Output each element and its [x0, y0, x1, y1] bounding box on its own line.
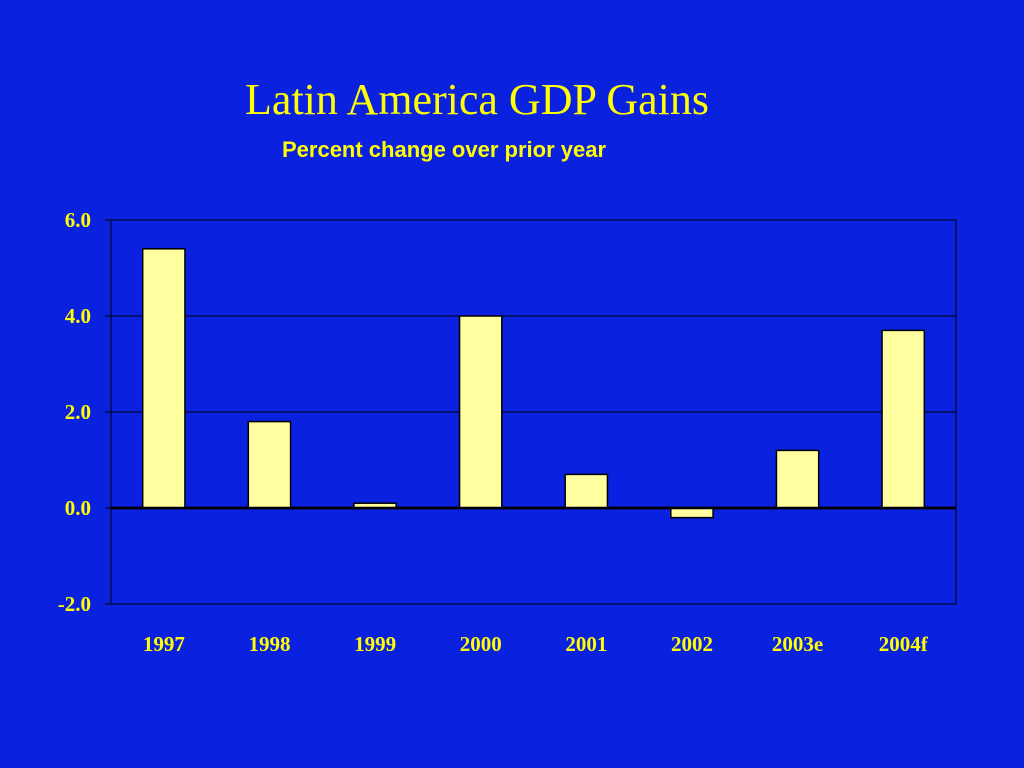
y-tick-label: 2.0 — [65, 400, 91, 424]
y-tick-label: -2.0 — [58, 592, 91, 616]
y-tick-label: 6.0 — [65, 208, 91, 232]
chart-title: Latin America GDP Gains — [245, 75, 709, 124]
x-tick-label: 2000 — [460, 632, 502, 656]
bar-1998 — [247, 420, 292, 509]
x-tick-label: 2002 — [671, 632, 713, 656]
x-tick-label: 2004f — [879, 632, 929, 656]
bar-2003e — [775, 449, 820, 509]
bar-2000 — [458, 315, 503, 509]
x-tick-label: 1997 — [143, 632, 185, 656]
bar-2001 — [564, 473, 609, 509]
bar-1997 — [141, 248, 186, 509]
y-tick-label: 4.0 — [65, 304, 91, 328]
x-tick-label: 2001 — [565, 632, 607, 656]
chart-subtitle: Percent change over prior year — [281, 137, 607, 162]
x-tick-label: 2003e — [772, 632, 823, 656]
x-tick-label: 1998 — [248, 632, 290, 656]
bar-2004f — [881, 329, 926, 509]
y-tick-label: 0.0 — [65, 496, 91, 520]
x-tick-label: 1999 — [354, 632, 396, 656]
bar-2002 — [670, 507, 714, 519]
